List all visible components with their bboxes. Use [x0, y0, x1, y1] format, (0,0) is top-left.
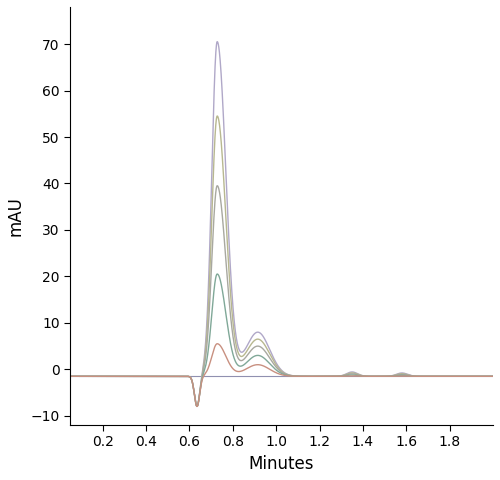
X-axis label: Minutes: Minutes — [249, 455, 314, 473]
Y-axis label: mAU: mAU — [7, 196, 25, 236]
